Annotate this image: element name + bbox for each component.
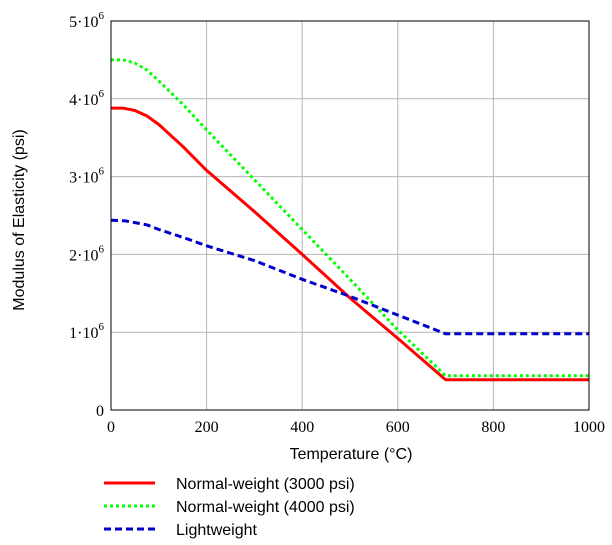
y-tick-label: 1·106 bbox=[69, 321, 104, 342]
y-tick-label: 0 bbox=[96, 403, 104, 420]
x-tick-label: 400 bbox=[290, 419, 314, 436]
legend-item: Normal-weight (3000 psi) bbox=[104, 476, 355, 493]
y-tick-label: 5·106 bbox=[69, 10, 104, 31]
plot-frame bbox=[110, 20, 590, 411]
legend-label: Normal-weight (3000 psi) bbox=[176, 476, 355, 493]
y-axis-title: Modulus of Elasticity (psi) bbox=[11, 129, 28, 310]
y-tick-label: 4·106 bbox=[69, 88, 104, 109]
legend-item: Normal-weight (4000 psi) bbox=[104, 499, 355, 516]
plot-background bbox=[111, 21, 589, 410]
axis-tick-labels: 0 200 400 600 800 1000 0 1·106 2·106 3·106 4·106 5·… bbox=[69, 10, 605, 436]
legend-label: Normal-weight (4000 psi) bbox=[176, 499, 355, 516]
series-line-3 bbox=[110, 218, 589, 336]
y-tick-label: 3·106 bbox=[69, 166, 104, 187]
series-line-2 bbox=[111, 58, 589, 378]
x-tick-label: 200 bbox=[195, 419, 219, 436]
x-tick-label: 1000 bbox=[573, 419, 605, 436]
plot-area bbox=[110, 20, 590, 411]
series-line-1 bbox=[111, 106, 589, 382]
x-tick-label: 600 bbox=[386, 419, 410, 436]
y-tick-label: 2·106 bbox=[69, 243, 104, 264]
legend-label: Lightweight bbox=[176, 522, 258, 539]
x-tick-label: 0 bbox=[107, 419, 115, 436]
legend-item: Lightweight bbox=[104, 522, 258, 539]
x-axis-title: Temperature (°C) bbox=[290, 446, 413, 463]
x-tick-label: 800 bbox=[481, 419, 505, 436]
legend: Normal-weight (3000 psi) Normal-weight (4… bbox=[104, 476, 355, 539]
